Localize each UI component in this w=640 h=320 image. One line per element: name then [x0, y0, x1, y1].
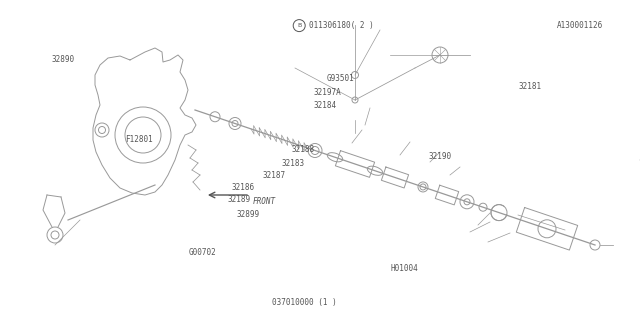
Text: G93501: G93501 — [326, 74, 354, 83]
Text: 32197A: 32197A — [314, 88, 341, 97]
Circle shape — [479, 203, 487, 211]
Text: 037010000 (1 ): 037010000 (1 ) — [272, 298, 337, 307]
Text: G00702: G00702 — [189, 248, 216, 257]
Text: 32190: 32190 — [429, 152, 452, 161]
Text: 32188: 32188 — [291, 145, 314, 154]
Text: 32183: 32183 — [282, 159, 305, 168]
Text: 32181: 32181 — [518, 82, 541, 91]
Text: 32899: 32899 — [237, 210, 260, 219]
Text: 32890: 32890 — [51, 55, 74, 64]
Text: 32186: 32186 — [232, 183, 255, 192]
Text: 32187: 32187 — [262, 171, 285, 180]
Text: H01004: H01004 — [390, 264, 418, 273]
Text: A130001126: A130001126 — [557, 21, 603, 30]
Circle shape — [210, 112, 220, 122]
Text: 011306180( 2 ): 011306180( 2 ) — [309, 21, 374, 30]
Text: 32189: 32189 — [227, 196, 250, 204]
Text: F12801: F12801 — [125, 135, 152, 144]
Text: FRONT: FRONT — [253, 197, 276, 206]
Text: B: B — [297, 23, 301, 28]
Text: 32184: 32184 — [314, 101, 337, 110]
